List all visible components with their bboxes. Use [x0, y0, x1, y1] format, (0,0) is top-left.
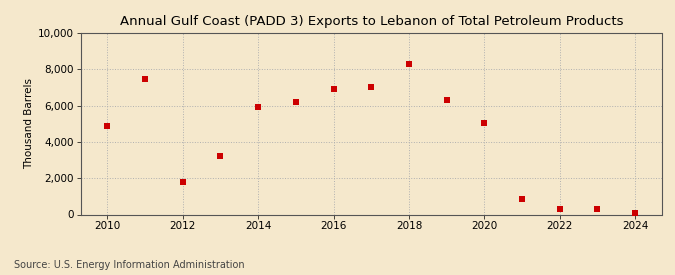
Point [630, 211, 641, 215]
Point [554, 207, 565, 211]
Title: Annual Gulf Coast (PADD 3) Exports to Lebanon of Total Petroleum Products: Annual Gulf Coast (PADD 3) Exports to Le… [119, 15, 623, 28]
Point [479, 121, 490, 125]
Point [102, 123, 113, 128]
Text: Source: U.S. Energy Information Administration: Source: U.S. Energy Information Administ… [14, 260, 244, 270]
Point [252, 105, 263, 110]
Point [366, 84, 377, 89]
Point [592, 207, 603, 212]
Point [404, 62, 414, 66]
Point [328, 87, 339, 92]
Point [441, 98, 452, 102]
Y-axis label: Thousand Barrels: Thousand Barrels [24, 78, 34, 169]
Point [215, 154, 226, 159]
Point [140, 77, 151, 81]
Point [290, 100, 301, 104]
Point [516, 197, 527, 201]
Point [178, 180, 188, 184]
